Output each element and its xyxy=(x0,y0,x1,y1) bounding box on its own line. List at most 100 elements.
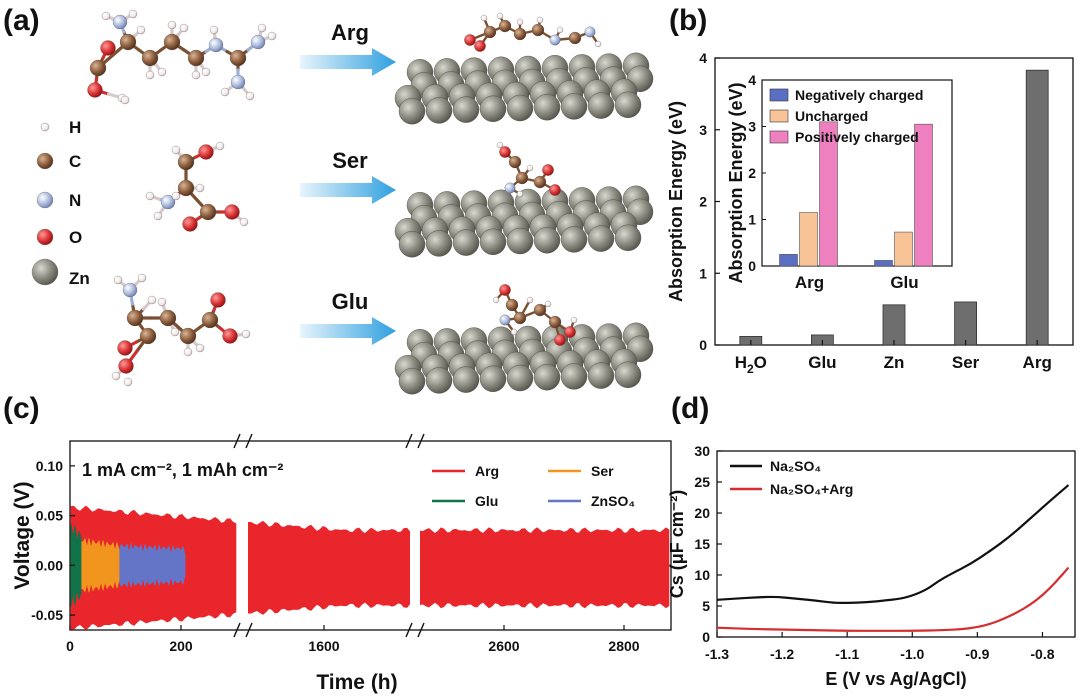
ytick-label-b: 3 xyxy=(699,122,707,138)
xtick-label-ser: Ser xyxy=(952,353,980,372)
zn-atom xyxy=(398,97,426,125)
zn-atom xyxy=(425,230,453,257)
atom-h xyxy=(496,141,504,149)
inset-xtick-label-glu: Glu xyxy=(890,273,918,292)
atom-h xyxy=(215,141,225,151)
inset-ylabel: Absorption Energy (eV) xyxy=(726,82,746,283)
series-ser-band xyxy=(70,536,120,595)
atom-c xyxy=(89,59,107,77)
ytick-label-d: 15 xyxy=(694,536,710,552)
xtick-label-d: -1.0 xyxy=(900,646,924,662)
atom-c xyxy=(515,171,529,185)
atom-c xyxy=(533,303,547,317)
ytick-label-c: -0.05 xyxy=(31,607,63,623)
zn-atom xyxy=(506,227,534,255)
zn-atom xyxy=(533,364,561,391)
atom-o xyxy=(549,184,561,196)
atom-o xyxy=(182,216,198,232)
axis-break-mark-0-bottom xyxy=(245,622,253,638)
atom-c xyxy=(533,175,547,189)
atom-h xyxy=(157,67,167,77)
xtick-label-c: 0 xyxy=(66,638,74,654)
arrow-ser-icon xyxy=(300,176,396,204)
atom-h xyxy=(113,275,123,285)
arrow-arg-icon xyxy=(300,48,396,76)
axis-break-mark-1-top xyxy=(417,433,425,449)
ser-molecule xyxy=(145,141,249,232)
axis-break-mark-1-top xyxy=(405,433,413,449)
atom-h xyxy=(111,371,121,381)
adsorption-arrows: Arg Ser Glu xyxy=(300,20,396,345)
plot-frame-c xyxy=(69,440,672,631)
atom-n xyxy=(549,34,561,46)
panel-b-chart: 0 1 2 3 4 H2O Glu Zn Ser Arg Absorption Energy (eV… xyxy=(666,50,1074,376)
panel-a-structures: HC NO Zn Arg Ser Glu xyxy=(31,9,654,395)
inset-ytick-label: 0 xyxy=(748,258,756,274)
zn-slab-1 xyxy=(394,52,654,125)
inset-legend-label-2: Positively charged xyxy=(795,129,919,145)
inset-ytick-label: 4 xyxy=(748,72,756,88)
inset-legend-label-1: Uncharged xyxy=(795,108,868,124)
xtick-label-d: -0.9 xyxy=(965,646,989,662)
atom-o xyxy=(198,144,214,160)
ytick-label-d: 20 xyxy=(694,505,710,521)
ytick-label-d: 5 xyxy=(702,598,710,614)
inset-bar-glu-0 xyxy=(874,260,893,267)
atom-c xyxy=(548,315,562,329)
xtick-label-d: -1.1 xyxy=(835,646,859,662)
atom-c xyxy=(179,327,197,345)
atom-n xyxy=(160,194,176,210)
legend-atom-h-icon xyxy=(40,122,50,132)
bar-zn xyxy=(882,304,906,346)
zn-atom xyxy=(560,93,588,120)
legend-atom-c-icon xyxy=(36,152,54,170)
atom-n xyxy=(584,26,596,38)
atom-h xyxy=(544,300,552,308)
xtick-label-c: 200 xyxy=(169,638,193,654)
zn-atom xyxy=(560,363,588,390)
legend-label-d-0: Na₂SO₄ xyxy=(770,458,821,474)
atom-h xyxy=(241,329,251,339)
ytick-label-b: 4 xyxy=(699,50,707,66)
atom-c xyxy=(141,49,159,67)
atom-o xyxy=(554,334,566,346)
series-glu-band xyxy=(70,523,82,607)
atom-h xyxy=(516,190,524,198)
zn-slab-2 xyxy=(394,185,654,258)
atom-c xyxy=(139,327,157,345)
atom-n xyxy=(112,14,128,30)
arg-molecule xyxy=(87,9,277,105)
xlabel-d: E (V vs Ag/AgCl) xyxy=(825,669,966,689)
atom-c xyxy=(187,49,205,67)
atom-h xyxy=(245,91,255,101)
zn-atom xyxy=(398,230,426,258)
atom-h xyxy=(145,70,155,80)
atom-o xyxy=(542,164,554,176)
axis-break-gap-1 xyxy=(410,442,420,629)
inset-xtick-label-arg: Arg xyxy=(795,273,824,292)
xtick-label-c: 2600 xyxy=(488,638,519,654)
zn-atom xyxy=(479,95,507,123)
atom-h xyxy=(220,87,230,97)
atom-h xyxy=(496,12,504,20)
atom-h xyxy=(195,343,205,353)
atom-c xyxy=(531,23,545,37)
atom-h xyxy=(195,183,205,193)
axis-break-gap-0 xyxy=(238,442,248,629)
inset-legend-swatch-2 xyxy=(769,130,789,144)
inset-bar-arg-0 xyxy=(779,254,798,267)
ylabel-d: Cs (μF cm⁻²) xyxy=(667,490,687,599)
legend-label-1: Ser xyxy=(591,463,614,479)
atom-c xyxy=(199,203,217,221)
zn-atom xyxy=(452,229,480,256)
atom-h xyxy=(157,297,167,307)
xtick-label-h2o: H2O xyxy=(735,353,767,376)
legend-label-3: ZnSO₄ xyxy=(591,493,635,509)
atom-h xyxy=(267,31,277,41)
arrow-label-glu: Glu xyxy=(332,289,369,314)
xtick-label-c: 1600 xyxy=(308,638,339,654)
xtick-label-zn: Zn xyxy=(884,353,905,372)
atom-h xyxy=(257,23,267,33)
zn-atom xyxy=(587,92,615,119)
